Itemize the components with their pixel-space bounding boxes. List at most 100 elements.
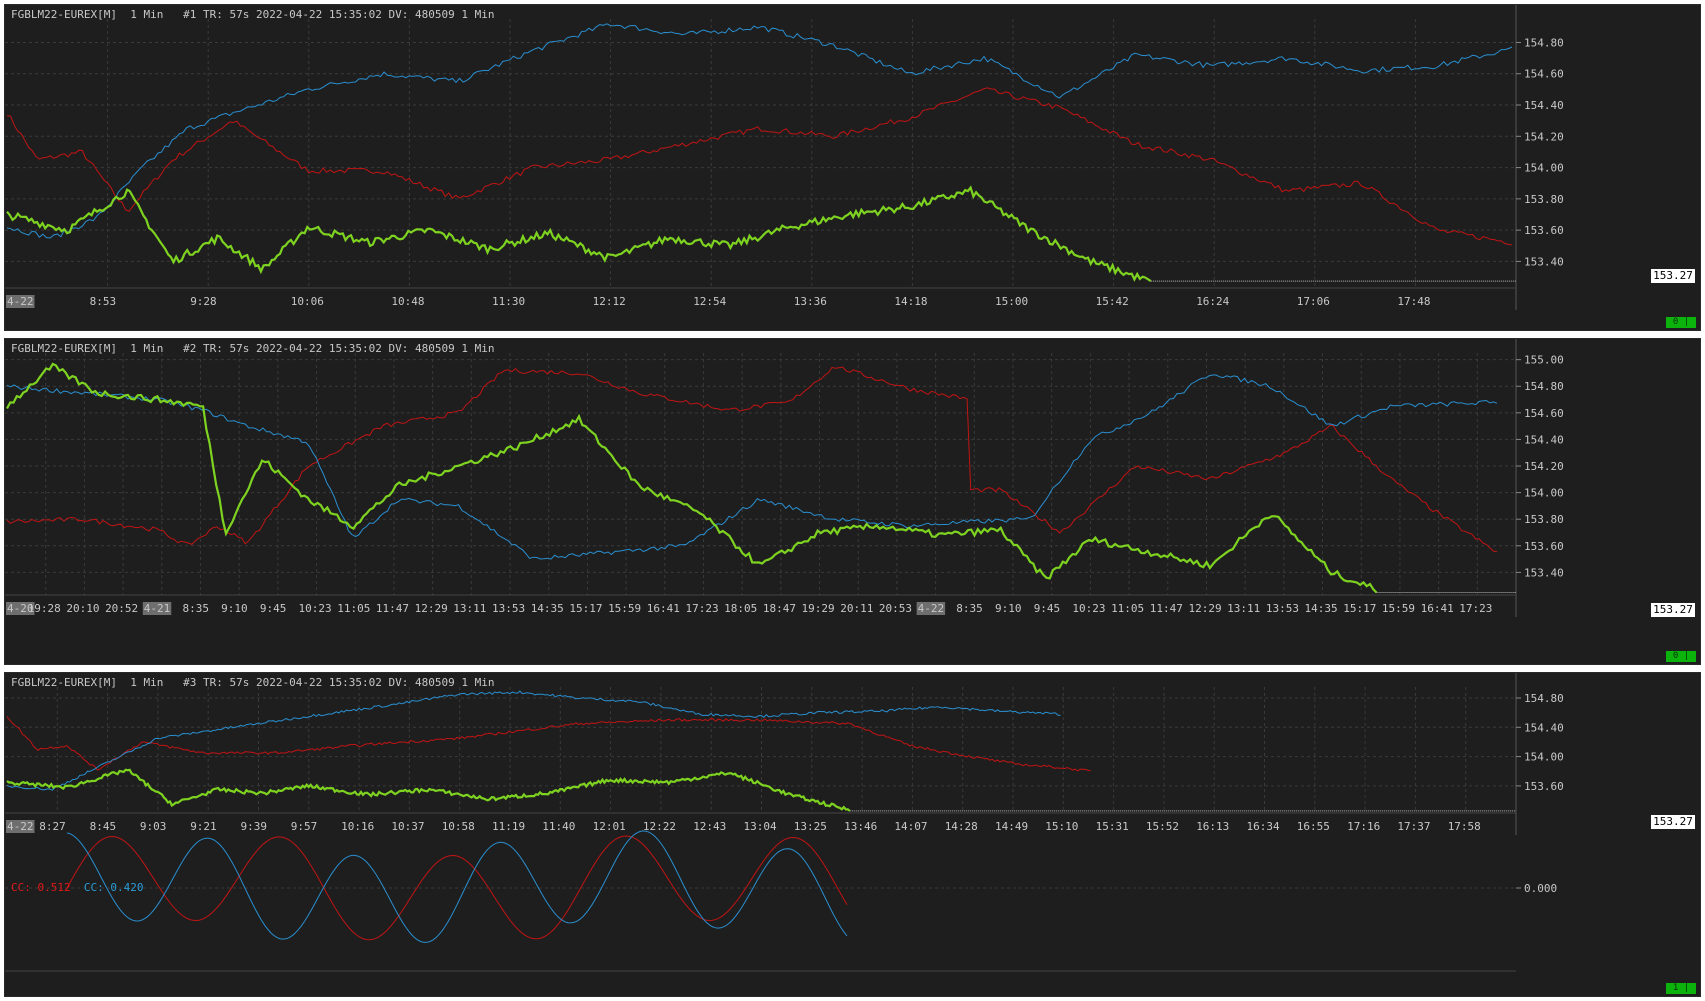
x-tick-label: 13:36 bbox=[794, 295, 827, 308]
y-tick-label: 153.40 bbox=[1524, 255, 1564, 268]
x-tick-label: 13:11 bbox=[1227, 602, 1260, 615]
last-price-label: 153.27 bbox=[1651, 815, 1695, 829]
plot-area: 4-22 8:27 8:45 9:03 9:21 9:39 9:57 10:16 10:37 10… bbox=[5, 673, 1564, 835]
x-tick-label: 14:35 bbox=[1305, 602, 1338, 615]
x-tick-label: 9:21 bbox=[190, 820, 217, 833]
x-tick-label: 16:34 bbox=[1247, 820, 1280, 833]
plot-area: 4-22 8:53 9:28 10:06 10:48 11:30 12:12 12:54 13:… bbox=[5, 5, 1564, 310]
y-tick-label: 154.40 bbox=[1524, 99, 1564, 112]
y-tick-label: 154.60 bbox=[1524, 68, 1564, 81]
y-tick-label: 153.80 bbox=[1524, 193, 1564, 206]
series-red bbox=[6, 716, 1091, 772]
x-tick-label: 10:23 bbox=[1072, 602, 1105, 615]
x-tick-label: 13:46 bbox=[844, 820, 877, 833]
x-tick-label: 9:28 bbox=[190, 295, 217, 308]
x-tick-label: 15:17 bbox=[569, 602, 602, 615]
y-tick-label: 154.00 bbox=[1524, 487, 1564, 500]
x-tick-label: 20:53 bbox=[879, 602, 912, 615]
x-tick-label: 10:23 bbox=[299, 602, 332, 615]
y-tick-label: 154.00 bbox=[1524, 162, 1564, 175]
x-tick-label: 13:53 bbox=[1266, 602, 1299, 615]
x-tick-label: 9:03 bbox=[140, 820, 167, 833]
chart-canvas-1[interactable]: 4-22 8:53 9:28 10:06 10:48 11:30 12:12 12:54 13:… bbox=[5, 5, 1701, 331]
x-tick-label: 16:55 bbox=[1297, 820, 1330, 833]
y-tick-label: 154.80 bbox=[1524, 380, 1564, 393]
y-tick-label: 153.80 bbox=[1524, 513, 1564, 526]
x-tick-label: 8:35 bbox=[182, 602, 209, 615]
date-marker bbox=[6, 602, 35, 615]
x-tick-label: 19:28 bbox=[28, 602, 61, 615]
change-badge: 0 | bbox=[1666, 651, 1696, 662]
y-tick-label: 153.40 bbox=[1524, 566, 1564, 579]
oscillator-area: 0.000 bbox=[5, 830, 1557, 972]
series-blue bbox=[6, 690, 1061, 791]
x-tick-label: 15:59 bbox=[1382, 602, 1415, 615]
x-tick-label: 11:47 bbox=[1150, 602, 1183, 615]
x-tick-label: 11:47 bbox=[376, 602, 409, 615]
x-tick-label: 17:23 bbox=[685, 602, 718, 615]
x-tick-label: 9:10 bbox=[995, 602, 1022, 615]
series-green bbox=[6, 362, 1378, 594]
y-tick-label: 154.80 bbox=[1524, 36, 1564, 49]
change-badge: 0 | bbox=[1666, 317, 1696, 328]
x-tick-label: 16:13 bbox=[1196, 820, 1229, 833]
x-tick-label: 8:35 bbox=[956, 602, 983, 615]
x-tick-label: 9:45 bbox=[260, 602, 287, 615]
change-badge: 1 | bbox=[1666, 983, 1696, 994]
x-tick-label: 11:19 bbox=[492, 820, 525, 833]
x-tick-label: 10:06 bbox=[291, 295, 324, 308]
last-price-label: 153.27 bbox=[1651, 603, 1695, 617]
x-tick-label: 13:11 bbox=[453, 602, 486, 615]
x-tick-label: 15:52 bbox=[1146, 820, 1179, 833]
y-tick-label: 154.00 bbox=[1524, 751, 1564, 764]
y-tick-label: 153.60 bbox=[1524, 780, 1564, 793]
x-tick-label: 12:29 bbox=[1188, 602, 1221, 615]
x-tick-label: 4-21 bbox=[144, 602, 171, 615]
x-tick-label: 8:53 bbox=[90, 295, 117, 308]
series-blue bbox=[6, 23, 1513, 239]
y-tick-label: 155.00 bbox=[1524, 354, 1564, 367]
x-tick-label: 20:52 bbox=[105, 602, 138, 615]
chart-canvas-3[interactable]: 4-22 8:27 8:45 9:03 9:21 9:39 9:57 10:16 10:37 10… bbox=[5, 673, 1701, 997]
x-tick-label: 8:45 bbox=[90, 820, 117, 833]
x-tick-label: 14:18 bbox=[894, 295, 927, 308]
x-tick-label: 15:17 bbox=[1343, 602, 1376, 615]
panel-header: FGBLM22-EUREX[M] 1 Min #2 TR: 57s 2022-0… bbox=[11, 342, 495, 355]
x-tick-label: 20:10 bbox=[66, 602, 99, 615]
x-tick-label: 15:10 bbox=[1045, 820, 1078, 833]
x-tick-label: 8:27 bbox=[39, 820, 66, 833]
x-tick-label: 4-22 bbox=[918, 602, 945, 615]
x-tick-label: 9:45 bbox=[1034, 602, 1061, 615]
x-tick-label: 15:59 bbox=[608, 602, 641, 615]
x-tick-label: 12:01 bbox=[593, 820, 626, 833]
y-tick-label: 154.20 bbox=[1524, 130, 1564, 143]
x-tick-label: 12:22 bbox=[643, 820, 676, 833]
y-tick-label: 154.40 bbox=[1524, 721, 1564, 734]
chart-panel-2[interactable]: 4-20 19:28 20:10 20:52 4-21 8:35 9:10 9:45 10:23… bbox=[4, 338, 1701, 665]
chart-panel-1[interactable]: 4-22 8:53 9:28 10:06 10:48 11:30 12:12 12:54 13:… bbox=[4, 4, 1701, 331]
x-tick-label: 9:10 bbox=[221, 602, 248, 615]
x-tick-label: 12:54 bbox=[693, 295, 726, 308]
x-tick-label: 17:58 bbox=[1448, 820, 1481, 833]
x-tick-label: 4-22 bbox=[7, 820, 34, 833]
x-tick-label: 15:42 bbox=[1096, 295, 1129, 308]
x-tick-label: 10:37 bbox=[391, 820, 424, 833]
x-tick-label: 4-22 bbox=[7, 295, 34, 308]
y-tick-label: 154.60 bbox=[1524, 407, 1564, 420]
cc-blue-label: CC: 0.420 bbox=[83, 881, 144, 894]
series-red bbox=[6, 366, 1498, 553]
x-tick-label: 15:31 bbox=[1096, 820, 1129, 833]
x-tick-label: 14:07 bbox=[894, 820, 927, 833]
y-tick-label: 154.20 bbox=[1524, 460, 1564, 473]
chart-panel-3[interactable]: 4-22 8:27 8:45 9:03 9:21 9:39 9:57 10:16 10:37 10… bbox=[4, 672, 1701, 997]
x-tick-label: 12:29 bbox=[415, 602, 448, 615]
x-tick-label: 18:05 bbox=[724, 602, 757, 615]
x-tick-label: 13:04 bbox=[744, 820, 777, 833]
x-tick-label: 11:05 bbox=[1111, 602, 1144, 615]
x-tick-label: 17:16 bbox=[1347, 820, 1380, 833]
x-tick-label: 16:41 bbox=[647, 602, 680, 615]
x-tick-label: 17:48 bbox=[1397, 295, 1430, 308]
osc-y-tick-label: 0.000 bbox=[1524, 882, 1557, 895]
